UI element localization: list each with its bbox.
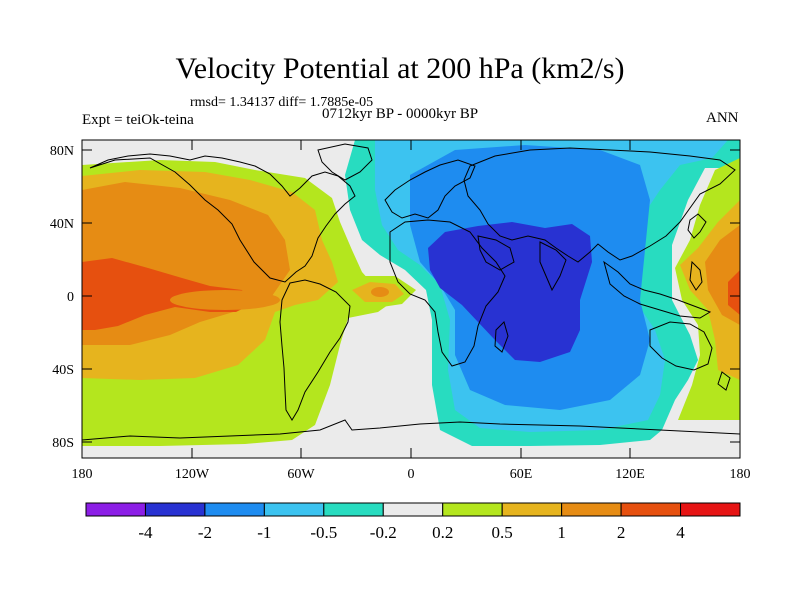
- velocity-potential-field: [82, 140, 740, 458]
- lat-ticks: [82, 149, 740, 443]
- field-wpac-2: [728, 270, 740, 315]
- lon-ticks: [81, 140, 741, 458]
- colorbar-label: -1: [257, 523, 271, 542]
- colorbar-swatch: [680, 502, 741, 517]
- lon-label-60w: 60W: [287, 467, 315, 482]
- lon-label-0: 0: [408, 467, 415, 482]
- coastlines: [82, 143, 740, 441]
- season-label: ANN: [706, 110, 739, 126]
- lon-label-180w: 180: [72, 467, 93, 482]
- lat-label-80n: 80N: [50, 144, 74, 159]
- period-label: 0712kyr BP - 0000kyr BP: [322, 106, 479, 122]
- lat-label-40s: 40S: [52, 363, 74, 378]
- colorbar-swatch: [263, 502, 325, 517]
- colorbar-label: -0.2: [370, 523, 397, 542]
- lat-label-40n: 40N: [50, 217, 74, 232]
- lat-label-80s: 80S: [52, 436, 74, 451]
- colorbar-swatch: [501, 502, 563, 517]
- stats-line: rmsd= 1.34137 diff= 1.7885e-05: [190, 95, 374, 110]
- colorbar-label: -2: [198, 523, 212, 542]
- lon-label-120e: 120E: [615, 467, 645, 482]
- colorbar-swatch: [561, 502, 622, 517]
- colorbar-swatch: [85, 502, 146, 517]
- field-neg-2: [428, 222, 592, 362]
- lon-label-120w: 120W: [175, 467, 210, 482]
- colorbar-label: -4: [138, 523, 153, 542]
- colorbar-label: 2: [617, 523, 626, 542]
- field-pos-2: [82, 258, 252, 330]
- field-atlantic-1: [371, 287, 389, 297]
- colorbar-swatch: [620, 502, 682, 517]
- colorbar-swatch: [442, 502, 503, 517]
- colorbar-swatch: [382, 502, 444, 517]
- lat-label-0: 0: [67, 290, 74, 305]
- colorbar-label: -0.5: [310, 523, 337, 542]
- field-pos-1-inner: [170, 290, 280, 310]
- colorbar: -4 -2 -1 -0.5 -0.2 0.2 0.5 1 2 4: [85, 502, 741, 542]
- lon-label-180e: 180: [730, 467, 751, 482]
- colorbar-label: 0.2: [432, 523, 453, 542]
- colorbar-swatch: [204, 502, 265, 517]
- experiment-label: Expt = teiOk-teina: [82, 112, 194, 128]
- colorbar-swatch: [144, 502, 206, 517]
- colorbar-label: 4: [676, 523, 685, 542]
- colorbar-label: 0.5: [492, 523, 513, 542]
- colorbar-swatch: [323, 502, 384, 517]
- plot-title: Velocity Potential at 200 hPa (km2/s): [175, 52, 625, 85]
- lon-label-60e: 60E: [510, 467, 533, 482]
- colorbar-label: 1: [557, 523, 566, 542]
